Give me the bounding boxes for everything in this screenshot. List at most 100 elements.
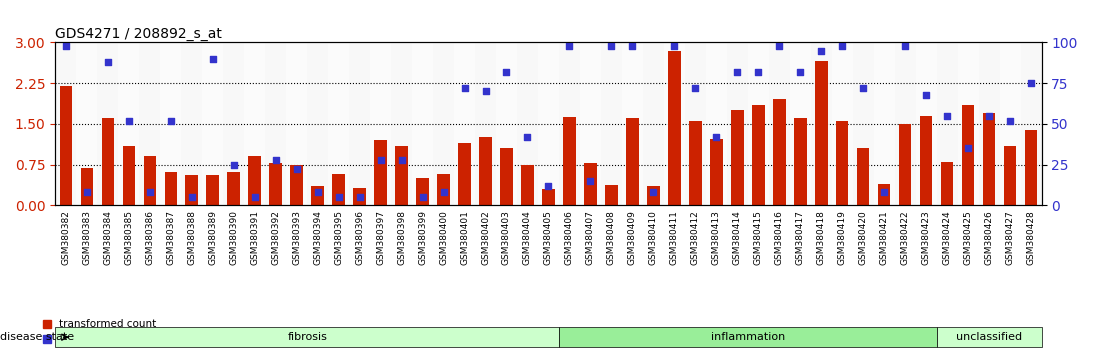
Point xyxy=(938,113,956,119)
Bar xyxy=(370,42,391,205)
Point xyxy=(267,157,285,162)
Bar xyxy=(626,119,638,205)
Bar xyxy=(102,119,114,205)
Point xyxy=(770,43,788,48)
Bar xyxy=(853,42,874,205)
Point xyxy=(120,118,137,124)
Bar xyxy=(286,42,307,205)
Point xyxy=(791,69,809,75)
Bar xyxy=(689,121,701,205)
Bar xyxy=(643,42,664,205)
Point xyxy=(519,134,536,140)
Point xyxy=(561,43,578,48)
Bar xyxy=(647,186,659,205)
Bar xyxy=(706,42,727,205)
Bar xyxy=(412,42,433,205)
Bar xyxy=(123,145,135,205)
Bar xyxy=(227,172,240,205)
Point xyxy=(645,189,663,195)
Point xyxy=(476,88,494,94)
Bar xyxy=(206,176,219,205)
Bar xyxy=(307,42,328,205)
Bar xyxy=(203,42,223,205)
Bar xyxy=(601,42,622,205)
Point xyxy=(960,145,977,151)
Bar xyxy=(517,42,538,205)
Point xyxy=(351,194,369,200)
Point xyxy=(833,43,851,48)
Bar xyxy=(223,42,244,205)
Bar xyxy=(140,42,161,205)
Bar xyxy=(605,185,617,205)
Bar xyxy=(999,42,1020,205)
Bar xyxy=(978,42,999,205)
Point xyxy=(749,69,767,75)
Bar xyxy=(290,165,302,205)
Bar xyxy=(1020,42,1042,205)
Text: GDS4271 / 208892_s_at: GDS4271 / 208892_s_at xyxy=(55,28,223,41)
Bar xyxy=(558,42,579,205)
Bar xyxy=(391,42,412,205)
Bar xyxy=(563,118,576,205)
Point xyxy=(687,85,705,91)
Bar xyxy=(899,124,912,205)
Point xyxy=(917,92,935,97)
Bar xyxy=(878,184,891,205)
Bar xyxy=(265,42,286,205)
Text: disease state: disease state xyxy=(0,332,74,342)
Bar xyxy=(332,174,345,205)
Bar xyxy=(244,42,265,205)
Bar xyxy=(835,121,849,205)
Point xyxy=(540,183,557,189)
Bar xyxy=(396,145,408,205)
Point xyxy=(854,85,872,91)
Bar xyxy=(811,42,832,205)
Point xyxy=(99,59,116,65)
Bar xyxy=(856,148,870,205)
Point xyxy=(57,43,74,48)
Point xyxy=(812,48,830,53)
Bar xyxy=(417,178,429,205)
Bar xyxy=(790,42,811,205)
Bar xyxy=(98,42,119,205)
Bar xyxy=(769,42,790,205)
Bar xyxy=(161,42,182,205)
Bar xyxy=(328,42,349,205)
Bar xyxy=(832,42,853,205)
Bar xyxy=(814,62,828,205)
Point xyxy=(455,85,473,91)
Point xyxy=(309,189,327,195)
Bar xyxy=(349,42,370,205)
Bar xyxy=(664,42,685,205)
Point xyxy=(392,157,410,162)
Bar xyxy=(353,188,366,205)
Bar xyxy=(920,116,933,205)
Bar xyxy=(710,139,722,205)
Point xyxy=(141,189,158,195)
Bar xyxy=(936,42,957,205)
Point xyxy=(875,189,893,195)
Point xyxy=(497,69,515,75)
Point xyxy=(728,69,746,75)
Bar xyxy=(311,186,324,205)
Bar xyxy=(752,105,765,205)
Point xyxy=(183,194,201,200)
Point xyxy=(330,194,348,200)
Bar xyxy=(144,156,156,205)
Point xyxy=(372,157,390,162)
Bar xyxy=(538,42,558,205)
Point xyxy=(162,118,179,124)
Point xyxy=(204,56,222,62)
Bar xyxy=(438,174,450,205)
Bar xyxy=(794,119,807,205)
Bar xyxy=(579,42,601,205)
Bar xyxy=(269,163,283,205)
Bar xyxy=(542,189,555,205)
Bar xyxy=(248,156,261,205)
Point xyxy=(666,43,684,48)
Point xyxy=(624,43,642,48)
Bar xyxy=(81,169,93,205)
Point xyxy=(707,134,725,140)
Point xyxy=(288,167,306,172)
Bar xyxy=(500,148,513,205)
